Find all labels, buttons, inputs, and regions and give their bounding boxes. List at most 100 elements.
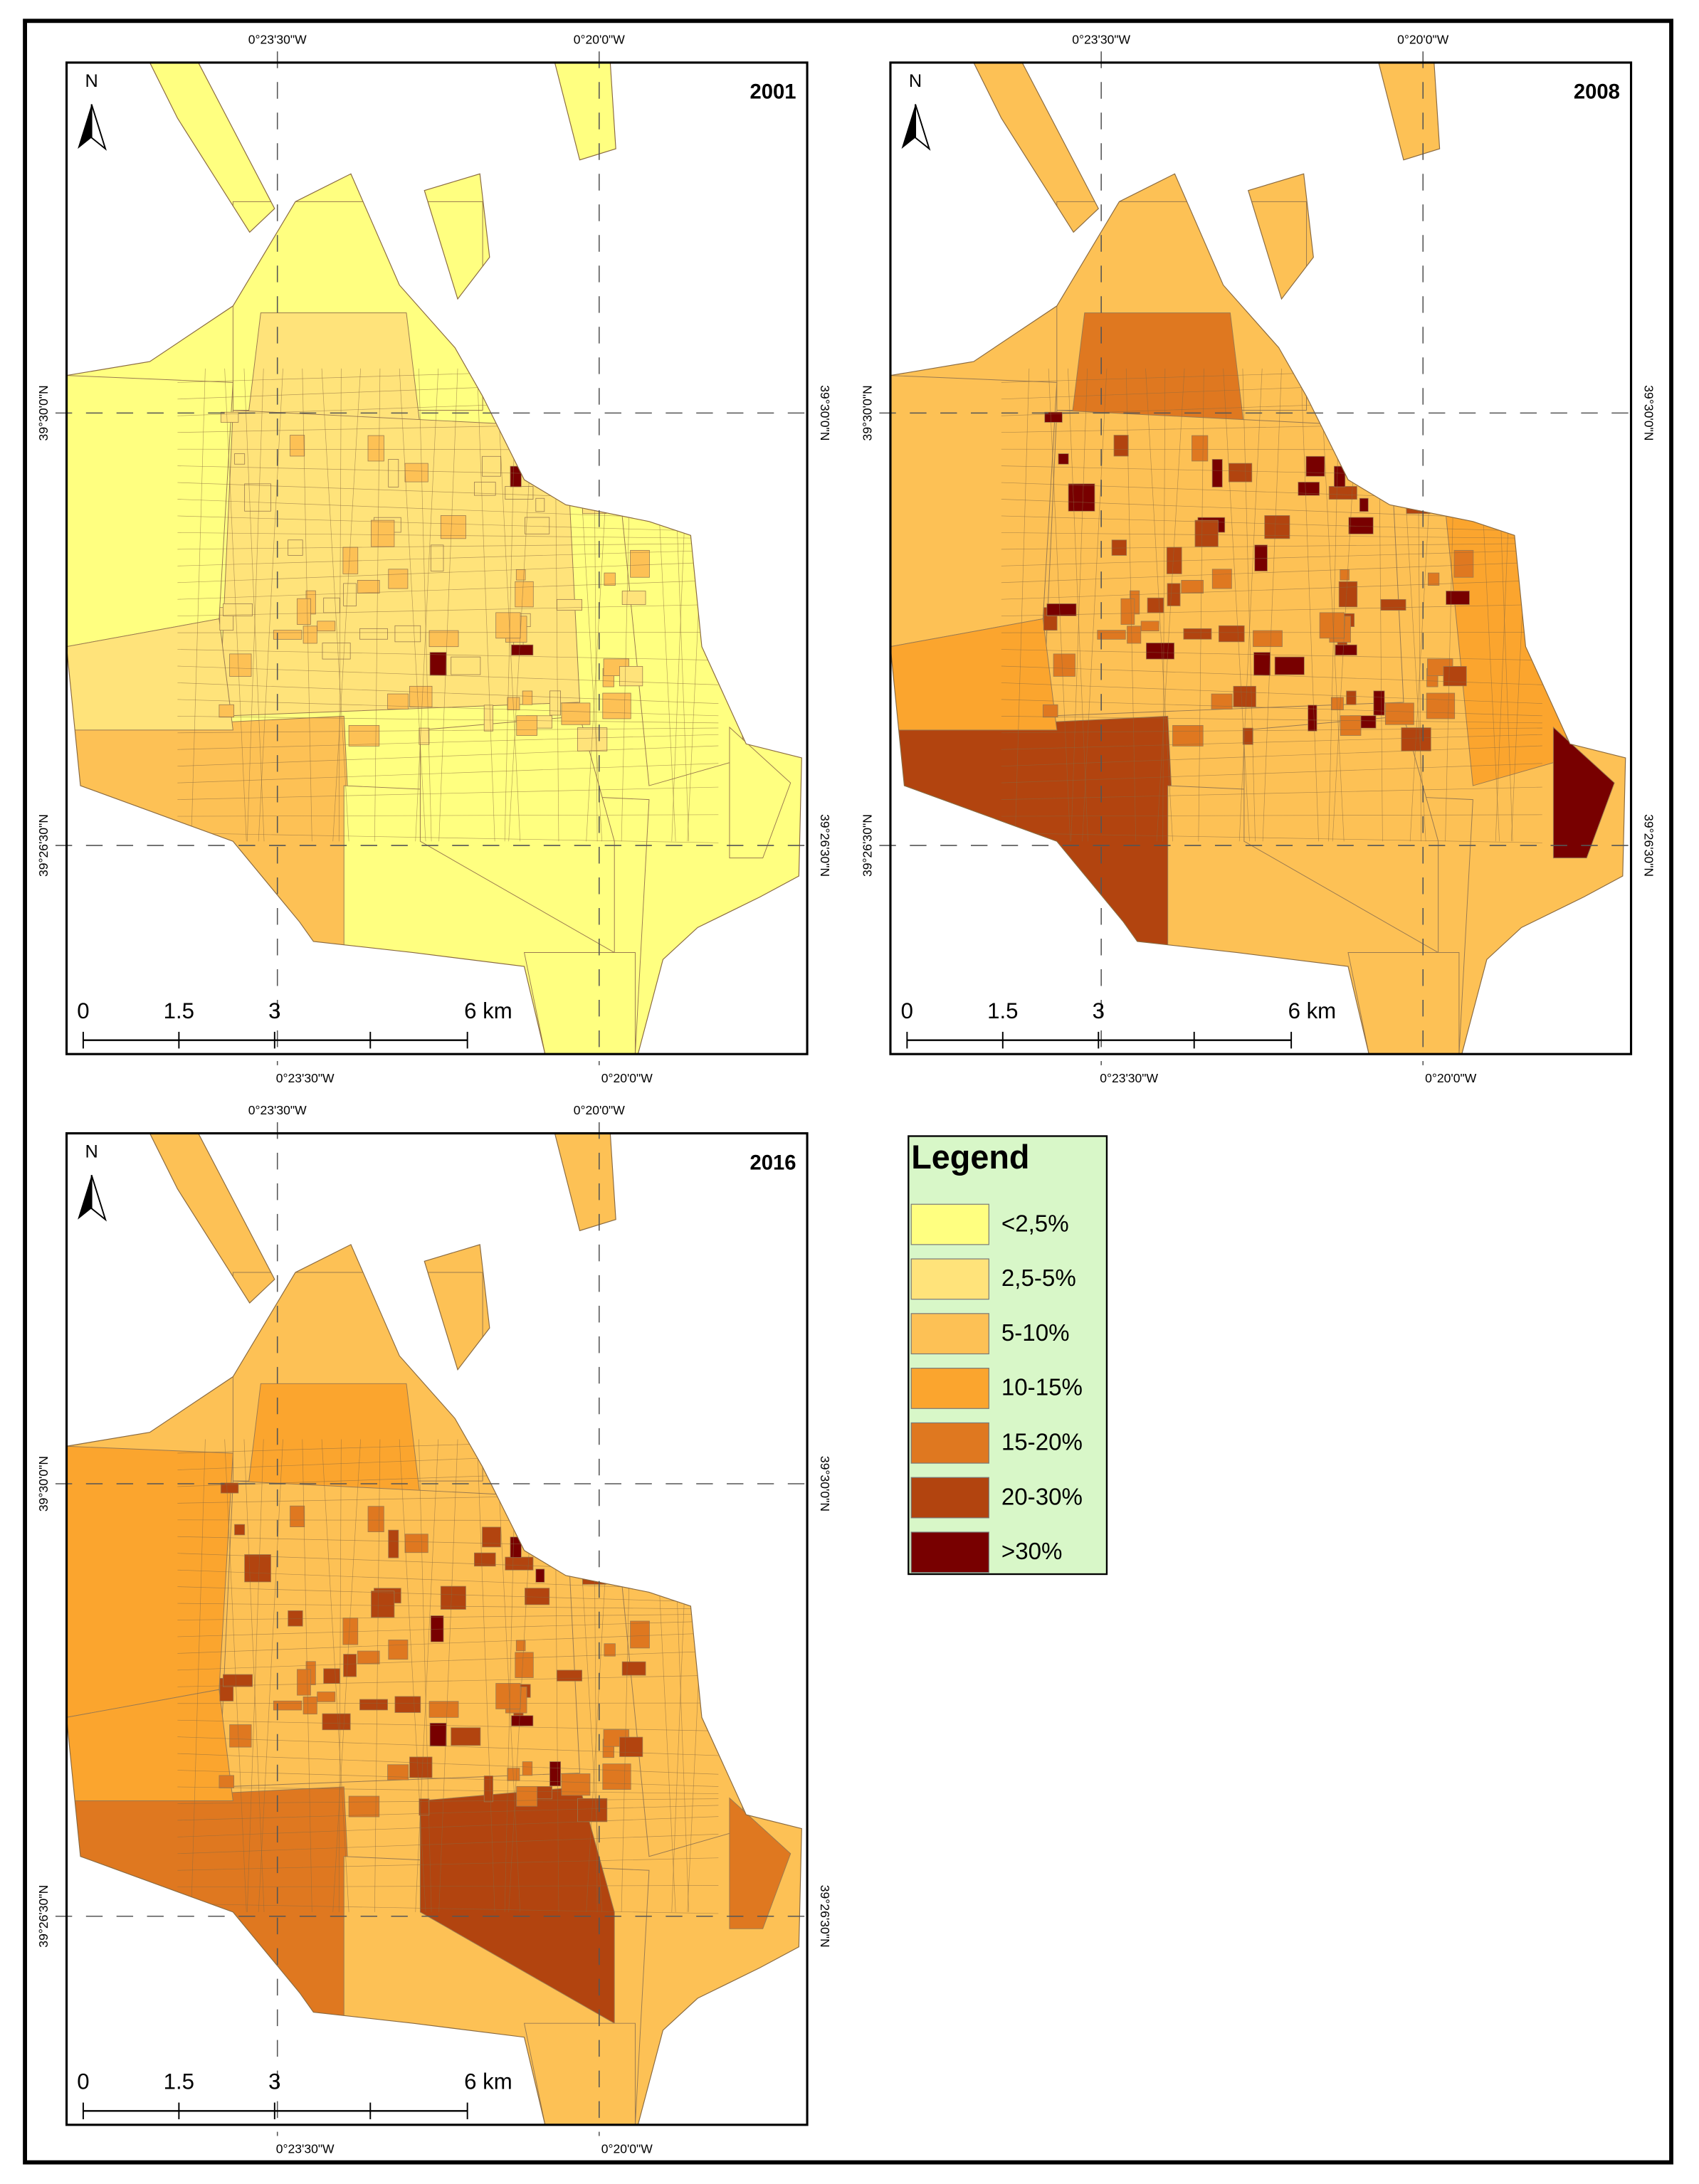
district	[419, 715, 615, 954]
district	[371, 519, 395, 547]
street	[177, 1613, 719, 1620]
district	[66, 715, 362, 1055]
district	[348, 1795, 380, 1818]
district	[1253, 652, 1271, 676]
district	[419, 727, 430, 745]
street	[1001, 580, 1542, 600]
street	[1238, 368, 1263, 842]
street	[1001, 549, 1542, 566]
district	[535, 1568, 545, 1583]
street	[1001, 649, 1542, 661]
district	[246, 1383, 421, 1499]
street	[243, 1439, 265, 1912]
street	[177, 1632, 719, 1654]
district	[288, 1610, 303, 1627]
district	[440, 515, 466, 539]
street	[1082, 368, 1108, 842]
district	[511, 644, 534, 656]
district	[890, 715, 1185, 1055]
street	[496, 368, 521, 842]
left-coordinate: 39°26'30"N	[860, 814, 874, 877]
street	[1001, 515, 1542, 532]
street	[177, 632, 719, 633]
bottom-coordinate: 0°23'30"W	[1100, 1071, 1158, 1085]
district	[515, 581, 534, 608]
district	[1373, 690, 1385, 716]
district	[582, 1567, 607, 1585]
district	[1218, 625, 1245, 643]
street	[1125, 368, 1137, 842]
district	[359, 1699, 388, 1711]
district	[621, 591, 646, 605]
district	[1274, 656, 1305, 675]
district	[1328, 486, 1357, 500]
street	[177, 1586, 719, 1603]
district	[515, 1652, 534, 1678]
street	[177, 1753, 719, 1775]
map-frame	[65, 61, 809, 1055]
district	[404, 1534, 428, 1553]
district	[890, 618, 1058, 731]
top-coordinate: 0°20'0"W	[574, 1103, 626, 1117]
district	[601, 473, 624, 485]
street	[258, 1439, 283, 1912]
street	[177, 665, 719, 685]
street	[1262, 368, 1282, 842]
district	[1167, 583, 1181, 606]
street	[177, 786, 719, 800]
district	[394, 625, 421, 643]
map-panel: 2008 0°23'30"W 0°23'30"W 0°20'0"W 0°20'0"W 39…	[860, 32, 1656, 1085]
district	[290, 435, 305, 457]
district	[1211, 693, 1233, 709]
district	[1346, 690, 1357, 705]
street	[1001, 665, 1542, 685]
city-outline	[554, 1133, 616, 1232]
district	[505, 1556, 534, 1571]
district	[619, 666, 643, 687]
district	[1319, 612, 1345, 639]
street	[224, 368, 247, 842]
left-coordinate: 39°30'0"N	[36, 1456, 51, 1512]
district	[66, 1786, 362, 2125]
legend-swatch	[910, 1422, 989, 1464]
district	[1243, 715, 1439, 954]
district	[604, 1643, 616, 1657]
district	[535, 497, 545, 512]
legend-label: 5-10%	[1001, 1320, 1070, 1346]
top-coordinate: 0°23'30"W	[248, 32, 307, 46]
district	[1242, 727, 1253, 745]
street	[438, 1439, 458, 1912]
district	[1113, 435, 1129, 457]
city-outline	[973, 62, 1099, 233]
district	[1552, 726, 1615, 859]
district	[1348, 517, 1374, 534]
district	[522, 1761, 533, 1776]
street	[419, 368, 432, 842]
district	[729, 1797, 791, 1929]
scale-label: 0	[77, 2069, 89, 2094]
left-coordinate: 39°26'30"N	[36, 1885, 51, 1948]
district	[317, 621, 336, 632]
right-coordinate: 39°26'30"N	[818, 1885, 832, 1948]
district	[1338, 581, 1358, 608]
map-body	[890, 62, 1626, 1055]
street	[177, 1650, 719, 1671]
top-coordinate: 0°20'0"W	[574, 32, 626, 46]
district	[1443, 666, 1467, 687]
district	[1146, 643, 1175, 660]
street	[1001, 543, 1542, 550]
scale-label: 3	[268, 998, 280, 1023]
street	[1068, 368, 1088, 842]
map-panel: 2016 0°23'30"W 0°23'30"W 0°20'0"W 0°20'0"W 39…	[36, 1103, 832, 2156]
street	[177, 549, 719, 566]
top-coordinate: 0°20'0"W	[1397, 32, 1449, 46]
scale-label: 6 km	[1288, 998, 1337, 1023]
street	[177, 1903, 719, 1914]
district	[66, 618, 233, 731]
legend-swatch	[910, 1313, 989, 1355]
district	[505, 486, 534, 500]
district	[1414, 448, 1435, 457]
district	[303, 1697, 317, 1715]
city-outline	[149, 1133, 275, 1304]
scale-label: 1.5	[164, 2069, 194, 2094]
